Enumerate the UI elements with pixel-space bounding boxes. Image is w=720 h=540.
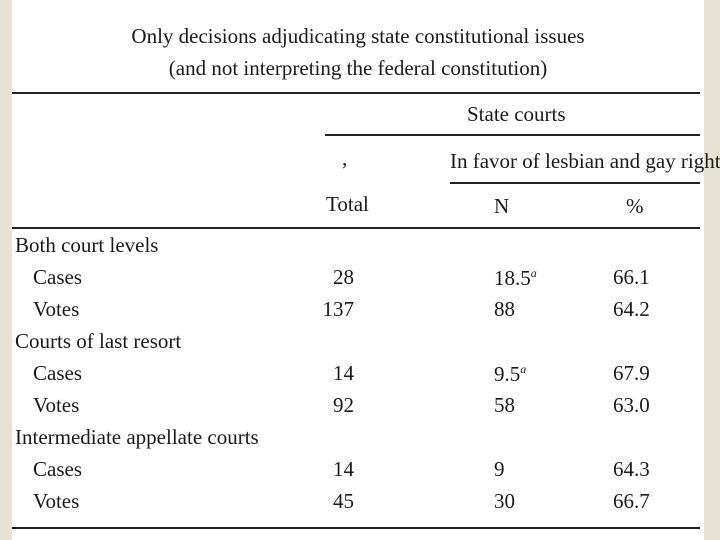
rule xyxy=(325,134,700,136)
percent-cell: 64.3 xyxy=(613,457,650,481)
row-label: Cases xyxy=(33,361,82,385)
column-header: % xyxy=(626,194,644,218)
n-cell: 88 xyxy=(494,297,515,321)
rule xyxy=(12,227,700,229)
section-label: Both court levels xyxy=(15,233,159,257)
subgroup-header: In favor of lesbian and gay rights xyxy=(450,149,720,173)
stray-mark: , xyxy=(342,146,348,170)
percent-cell: 64.2 xyxy=(613,297,650,321)
n-cell: 9.5a xyxy=(494,362,527,386)
row-label: Votes xyxy=(33,489,80,513)
row-label: Cases xyxy=(33,265,82,289)
n-cell: 9 xyxy=(494,457,505,481)
section-label: Intermediate appellate courts xyxy=(15,425,259,449)
total-cell: 14 xyxy=(333,361,354,385)
n-cell: 18.5a xyxy=(494,266,537,290)
total-cell: 28 xyxy=(333,265,354,289)
rule xyxy=(12,92,700,94)
total-cell: 92 xyxy=(333,393,354,417)
n-cell: 58 xyxy=(494,393,515,417)
n-cell: 30 xyxy=(494,489,515,513)
section-label: Courts of last resort xyxy=(15,329,182,353)
total-cell: 137 xyxy=(322,297,355,321)
scan: Only decisions adjudicating state consti… xyxy=(12,0,720,540)
percent-cell: 66.7 xyxy=(613,489,650,513)
footnote-mark: a xyxy=(520,362,527,376)
percent-cell: 63.0 xyxy=(613,393,650,417)
rule xyxy=(450,182,700,184)
title-line: (and not interpreting the federal consti… xyxy=(168,56,548,80)
title-line: Only decisions adjudicating state consti… xyxy=(131,24,585,48)
percent-cell: 67.9 xyxy=(613,361,650,385)
column-header: N xyxy=(494,194,510,218)
row-label: Votes xyxy=(33,393,80,417)
total-cell: 14 xyxy=(333,457,354,481)
percent-cell: 66.1 xyxy=(613,265,650,289)
row-label: Votes xyxy=(33,297,80,321)
footnote-mark: a xyxy=(530,266,537,280)
group-header: State courts xyxy=(467,102,566,126)
total-cell: 45 xyxy=(333,489,354,513)
column-header: Total xyxy=(326,192,369,216)
row-label: Cases xyxy=(33,457,82,481)
rule xyxy=(12,527,700,529)
